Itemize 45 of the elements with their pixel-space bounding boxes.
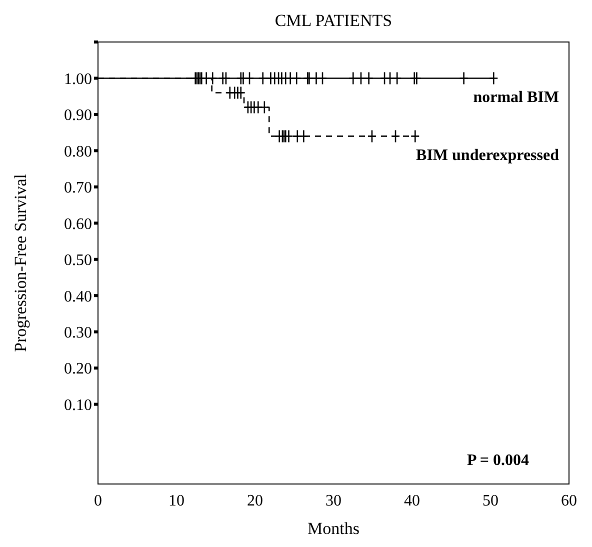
point (253, 100, 263, 114)
point (258, 72, 268, 85)
point (238, 72, 248, 85)
y-tick-label: 0.80 (64, 143, 92, 160)
point (392, 72, 402, 85)
point (318, 72, 328, 85)
x-tick-label: 40 (404, 492, 420, 510)
series-label: normal BIM (473, 89, 559, 106)
point (385, 72, 395, 85)
point (390, 130, 400, 143)
point (348, 72, 358, 85)
y-tick-label: 0.90 (64, 107, 92, 124)
series-label: BIM underexpressed (416, 147, 560, 164)
point (312, 72, 321, 85)
point (364, 72, 374, 85)
point (286, 72, 295, 85)
y-tick-label: 0.60 (64, 216, 92, 233)
annotation: P = 0.004 (466, 452, 529, 470)
point (488, 72, 498, 85)
point (459, 72, 468, 85)
point (299, 130, 308, 143)
point (292, 72, 302, 85)
x-tick-label: 20 (247, 492, 263, 510)
y-axis-title: Progression-Free Survival (11, 174, 30, 352)
y-tick-label: 0.10 (64, 396, 92, 414)
point (260, 100, 270, 114)
x-tick-label: 0 (94, 492, 102, 510)
x-tick-label: 30 (326, 492, 342, 510)
x-tick-label: 60 (561, 492, 577, 510)
chart-title: CML PATIENTS (274, 10, 394, 32)
point (412, 72, 422, 85)
point (292, 130, 302, 143)
point (367, 130, 377, 143)
y-tick-label: 0.30 (64, 324, 92, 342)
y-tick-label: 0.20 (64, 360, 92, 378)
y-tick-label: 0.50 (64, 252, 92, 270)
x-tick-label: 50 (482, 492, 498, 510)
y-tick-label: 0.40 (64, 288, 92, 306)
y-tick-label: 1.00 (64, 70, 92, 88)
x-tick-label: 10 (168, 492, 184, 510)
point (356, 72, 366, 85)
y-tick-label: 0.70 (64, 180, 92, 197)
point (244, 72, 254, 85)
x-axis-title: Months (308, 519, 360, 538)
point (410, 130, 420, 143)
